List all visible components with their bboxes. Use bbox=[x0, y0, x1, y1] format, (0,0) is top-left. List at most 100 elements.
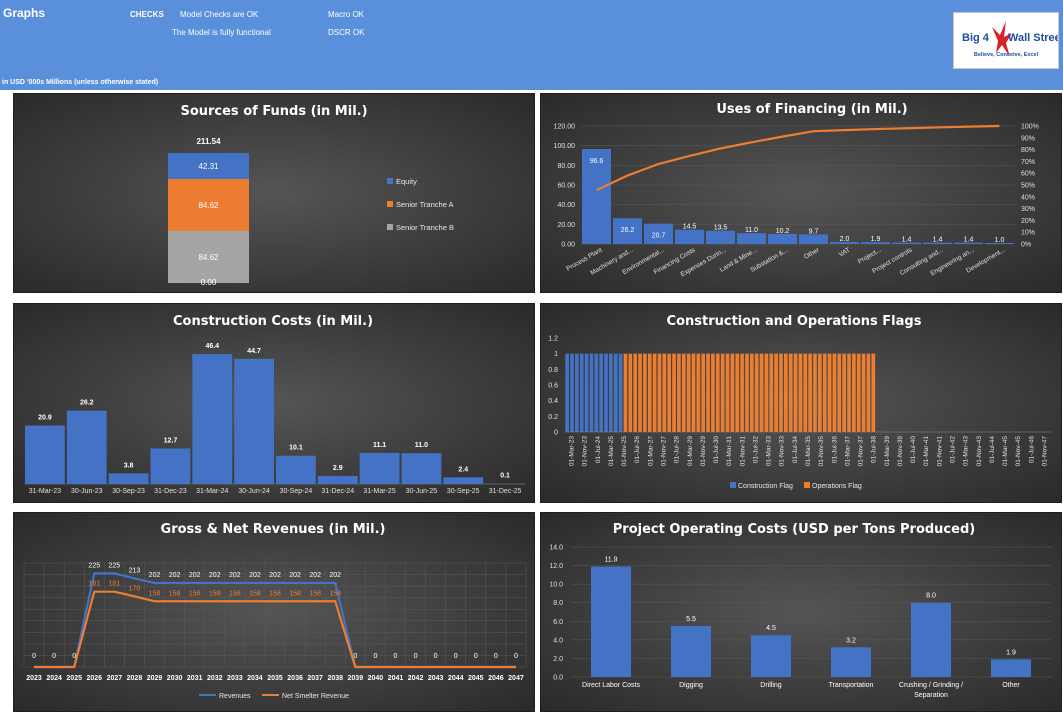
x-tick-label: 2047 bbox=[508, 675, 524, 682]
x-tick-label: 01-Mar-31 bbox=[726, 436, 733, 466]
y-tick-label: 0.0 bbox=[553, 675, 563, 682]
x-tick-label: 01-Mar-27 bbox=[647, 436, 654, 466]
units-note: in USD '000s Millions (unless otherwise … bbox=[2, 79, 159, 86]
x-tick-label: 01-Mar-25 bbox=[608, 436, 615, 466]
bar bbox=[644, 223, 673, 244]
flags-chart-svg: Construction and Operations Flags 0 0.2 0.… bbox=[548, 314, 1051, 490]
bar-value-label: 12.7 bbox=[164, 437, 178, 444]
bar-value-label: 0.1 bbox=[500, 473, 510, 480]
x-tick-label: Transportation bbox=[829, 682, 874, 689]
x-tick-label: 2043 bbox=[428, 675, 444, 682]
x-tick-label: 30-Sep-25 bbox=[447, 488, 480, 495]
flag-bar bbox=[735, 353, 740, 432]
data-label: 158 bbox=[209, 590, 221, 597]
x-tick-label: 2029 bbox=[147, 675, 163, 682]
bar-value-label: 3.8 bbox=[124, 462, 134, 469]
bar-value-label: 96.6 bbox=[590, 158, 604, 165]
x-tick-label: 30-Jun-23 bbox=[71, 488, 103, 495]
flag-bar bbox=[798, 353, 803, 432]
flag-bar bbox=[788, 353, 793, 432]
flag-bar bbox=[579, 353, 584, 432]
data-label: 225 bbox=[109, 562, 121, 569]
y-tick-label: 80.00 bbox=[557, 163, 575, 170]
x-tick-label: 30-Sep-23 bbox=[112, 488, 145, 495]
bar-value-label: 10.1 bbox=[289, 445, 303, 452]
construction-chart-title: Construction Costs (in Mil.) bbox=[173, 314, 373, 329]
data-label: 0 bbox=[32, 653, 36, 660]
bar bbox=[751, 635, 791, 677]
x-tick-label: 01-Jul-36 bbox=[831, 436, 838, 463]
y-tick-label: 1.2 bbox=[548, 336, 558, 343]
flag-bar bbox=[871, 353, 876, 432]
y-tick-label: 6.0 bbox=[553, 619, 563, 626]
bar-value-label: 9.7 bbox=[809, 228, 819, 235]
flag-bar bbox=[774, 353, 778, 432]
flag-bar bbox=[677, 353, 681, 432]
flag-bar bbox=[623, 353, 628, 432]
flag-bar bbox=[565, 353, 569, 432]
bar bbox=[66, 410, 107, 484]
flag-bar bbox=[575, 353, 579, 432]
data-label: 0 bbox=[474, 653, 478, 660]
data-label: 0 bbox=[373, 653, 377, 660]
x-tick-label: Drilling bbox=[760, 682, 782, 689]
bar bbox=[861, 242, 890, 244]
x-tick-label: 01-Nov-41 bbox=[936, 436, 943, 467]
flag-bar bbox=[852, 353, 856, 432]
x-tick-label: 01-Jul-28 bbox=[674, 436, 681, 463]
y2-tick-label: 90% bbox=[1021, 135, 1035, 142]
x-tick-label: 01-Mar-33 bbox=[766, 436, 773, 466]
y2-tick-label: 0% bbox=[1021, 242, 1031, 249]
stack-segment-2 bbox=[168, 231, 249, 283]
flag-bar bbox=[827, 353, 832, 432]
x-tick-label: 2040 bbox=[368, 675, 384, 682]
legend-label: Senior Tranche B bbox=[396, 223, 454, 232]
bar-value-label: 11.0 bbox=[745, 227, 758, 234]
bar bbox=[401, 453, 442, 484]
y2-tick-label: 70% bbox=[1021, 159, 1035, 166]
x-tick-label: 01-Nov-45 bbox=[1015, 436, 1022, 467]
bar bbox=[108, 473, 149, 484]
flag-bar bbox=[837, 353, 842, 432]
sources-of-funds-chart: Sources of Funds (in Mil.) 42.31 Equity 84… bbox=[13, 93, 535, 293]
x-tick-label: 01-Nov-29 bbox=[700, 436, 707, 467]
x-tick-label: 2023 bbox=[26, 675, 42, 682]
check-dscr: DSCR OK bbox=[328, 28, 365, 37]
bar bbox=[737, 233, 766, 244]
data-label: 202 bbox=[309, 572, 321, 579]
flag-bar bbox=[589, 353, 594, 432]
y-tick-label: 40.00 bbox=[557, 202, 575, 209]
flag-bar bbox=[638, 353, 642, 432]
x-tick-label: 01-Jul-44 bbox=[989, 436, 996, 463]
bar bbox=[443, 477, 484, 484]
x-tick-label: 01-Mar-43 bbox=[963, 436, 970, 466]
y-tick-label: 120.00 bbox=[554, 124, 576, 131]
x-tick-label: 2039 bbox=[348, 675, 364, 682]
opcosts-chart-svg: Project Operating Costs (USD per Tons Pr… bbox=[549, 522, 1051, 699]
flag-bar bbox=[808, 353, 812, 432]
y2-tick-label: 20% bbox=[1021, 218, 1035, 225]
page-title: Graphs bbox=[3, 6, 46, 20]
y2-tick-label: 80% bbox=[1021, 147, 1035, 154]
data-label: 202 bbox=[329, 572, 341, 579]
flag-bar bbox=[745, 353, 749, 432]
x-tick-label: 31-Dec-25 bbox=[489, 488, 522, 495]
check-model: Model Checks are OK bbox=[180, 10, 259, 19]
stack-total-label: 211.54 bbox=[196, 137, 221, 146]
stack-segment-0 bbox=[168, 153, 249, 179]
data-label: 0 bbox=[52, 653, 56, 660]
sources-chart-svg: Sources of Funds (in Mil.) 42.31 Equity 84… bbox=[168, 104, 454, 287]
data-label: 0 bbox=[72, 653, 76, 660]
y-tick-label: 0 bbox=[554, 430, 558, 437]
y2-tick-label: 60% bbox=[1021, 171, 1035, 178]
legend-label: Net Smelter Revenue bbox=[282, 693, 349, 700]
data-label: 202 bbox=[229, 572, 241, 579]
x-tick-label: 2033 bbox=[227, 675, 243, 682]
data-label: 158 bbox=[309, 590, 321, 597]
bar-value-label: 13.5 bbox=[714, 225, 728, 232]
bar bbox=[706, 230, 735, 244]
operating-costs-chart: Project Operating Costs (USD per Tons Pr… bbox=[540, 512, 1062, 712]
x-tick-label: Digging bbox=[679, 682, 703, 689]
y2-tick-label: 10% bbox=[1021, 230, 1035, 237]
y-tick-label: 14.0 bbox=[549, 545, 563, 552]
